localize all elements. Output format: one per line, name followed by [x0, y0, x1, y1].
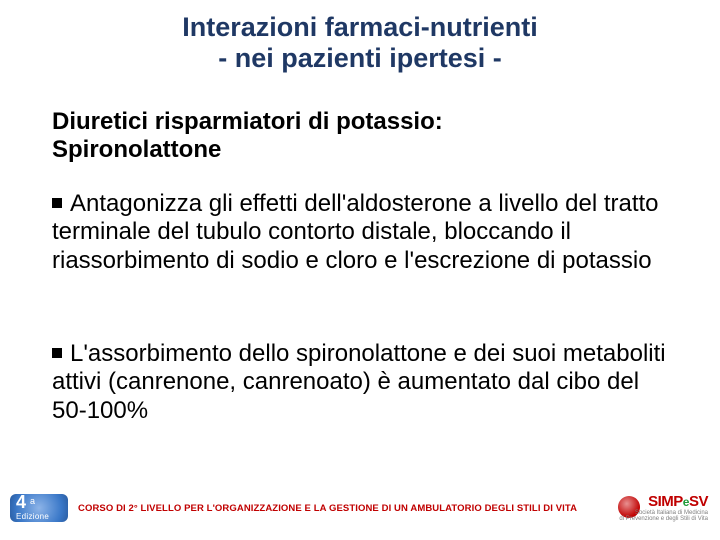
- logo-text: SIMPeSV: [619, 493, 708, 510]
- square-bullet-icon: [52, 348, 62, 358]
- footer: 4 a Edizione CORSO DI 2° LIVELLO PER L'O…: [0, 490, 720, 532]
- logo: SIMPeSV Società Italiana di Medicina di …: [619, 493, 708, 522]
- badge-edition: Edizione: [16, 512, 49, 521]
- title-line2: - nei pazienti ipertesi -: [218, 43, 502, 73]
- badge-number: 4: [16, 492, 26, 513]
- bullet-2: L'assorbimento dello spironolattone e de…: [52, 340, 680, 425]
- slide-title: Interazioni farmaci-nutrienti - nei pazi…: [0, 12, 720, 74]
- square-bullet-icon: [52, 198, 62, 208]
- edition-badge: 4 a Edizione: [10, 494, 68, 522]
- bullet-1-text: Antagonizza gli effetti dell'aldosterone…: [52, 190, 659, 274]
- subtitle-line2: Spironolattone: [52, 136, 221, 163]
- badge-sup: a: [30, 496, 35, 506]
- bullet-2-text: L'assorbimento dello spironolattone e de…: [52, 340, 666, 424]
- bullet-1: Antagonizza gli effetti dell'aldosterone…: [52, 190, 680, 275]
- slide: Interazioni farmaci-nutrienti - nei pazi…: [0, 0, 720, 540]
- course-title: CORSO DI 2° LIVELLO PER L'ORGANIZZAZIONE…: [78, 503, 577, 514]
- logo-sub2: di Prevenzione e degli Stili di Vita: [619, 516, 708, 522]
- title-line1: Interazioni farmaci-nutrienti: [182, 12, 538, 42]
- slide-subtitle: Diuretici risparmiatori di potassio: Spi…: [52, 108, 668, 163]
- logo-part2: SV: [689, 493, 708, 510]
- logo-part1: SIMP: [648, 493, 683, 510]
- subtitle-line1: Diuretici risparmiatori di potassio:: [52, 108, 443, 135]
